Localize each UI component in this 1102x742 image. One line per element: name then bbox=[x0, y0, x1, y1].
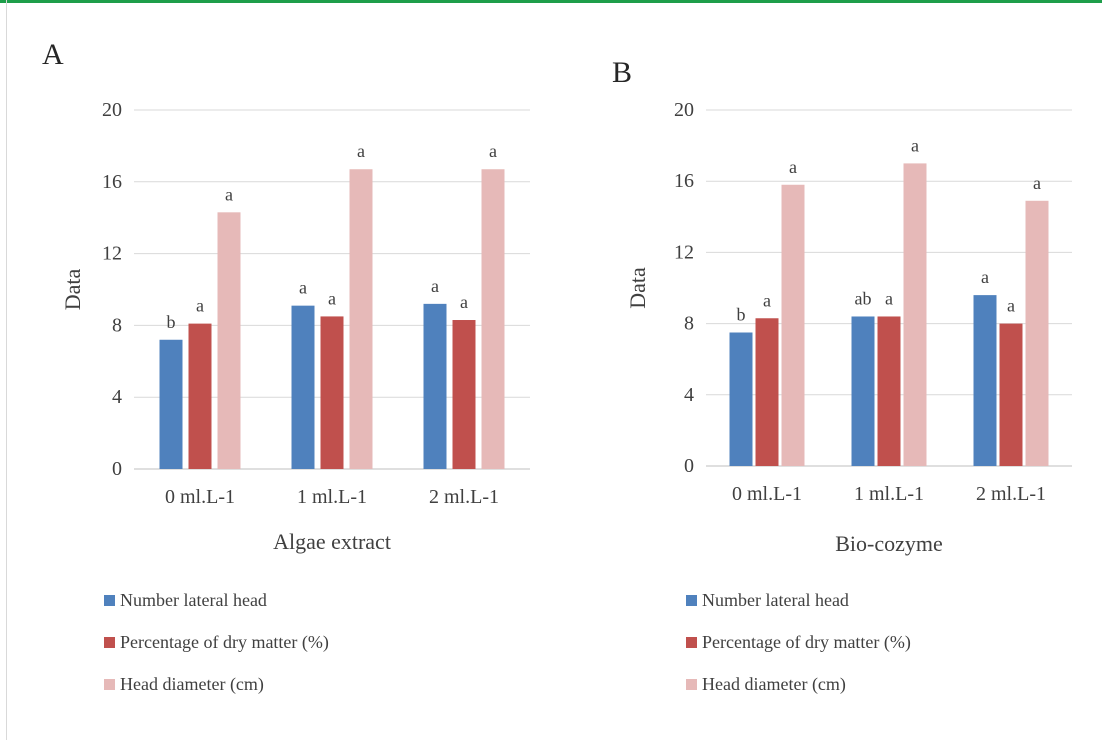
legend-label: Number lateral head bbox=[120, 589, 267, 610]
bar bbox=[481, 169, 505, 470]
legend-swatch-series3 bbox=[104, 678, 115, 690]
legend-label: Head diameter (cm) bbox=[702, 673, 846, 694]
bar bbox=[729, 332, 753, 466]
y-axis-title: Data bbox=[625, 267, 650, 309]
data-label: b bbox=[737, 305, 746, 325]
data-label: a bbox=[299, 278, 307, 298]
bar bbox=[159, 339, 183, 469]
bar bbox=[349, 169, 373, 470]
legend-swatch-series2 bbox=[104, 636, 115, 648]
data-label: b bbox=[167, 312, 176, 332]
data-label: a bbox=[357, 141, 365, 161]
bar bbox=[423, 303, 447, 469]
x-axis-title: Bio-cozyme bbox=[835, 531, 943, 556]
y-tick-label: 20 bbox=[674, 99, 694, 121]
bar bbox=[452, 320, 476, 469]
x-tick-label: 2 ml.L-1 bbox=[976, 483, 1046, 505]
bar bbox=[1025, 200, 1049, 466]
bar bbox=[851, 316, 875, 466]
legend-item-dry-matter: Percentage of dry matter (%) bbox=[104, 632, 329, 652]
y-tick-label: 0 bbox=[684, 455, 694, 477]
data-label: a bbox=[225, 184, 233, 204]
data-label: a bbox=[1007, 296, 1015, 316]
legend-swatch-series1 bbox=[686, 594, 697, 606]
bar bbox=[781, 184, 805, 466]
y-tick-label: 4 bbox=[112, 386, 122, 408]
figure-frame bbox=[6, 0, 1100, 740]
legend-label: Percentage of dry matter (%) bbox=[120, 631, 329, 652]
bar bbox=[999, 323, 1023, 466]
legend-label: Number lateral head bbox=[702, 589, 849, 610]
legend-b: Number lateral head Percentage of dry ma… bbox=[686, 590, 911, 716]
legend-swatch-series1 bbox=[104, 594, 115, 606]
bar bbox=[217, 212, 241, 469]
data-label: a bbox=[763, 290, 771, 310]
legend-item-number-lateral-head: Number lateral head bbox=[686, 590, 911, 610]
y-tick-label: 8 bbox=[684, 313, 694, 335]
bar bbox=[903, 163, 927, 466]
legend-item-number-lateral-head: Number lateral head bbox=[104, 590, 329, 610]
legend-item-head-diameter: Head diameter (cm) bbox=[104, 674, 329, 694]
bar bbox=[291, 305, 315, 469]
data-label: a bbox=[460, 292, 468, 312]
legend-swatch-series2 bbox=[686, 636, 697, 648]
data-label: a bbox=[789, 157, 797, 177]
top-rule bbox=[0, 0, 1102, 3]
bar bbox=[877, 316, 901, 466]
legend-a: Number lateral head Percentage of dry ma… bbox=[104, 590, 329, 716]
data-label: a bbox=[885, 288, 893, 308]
data-label: a bbox=[1033, 173, 1041, 193]
x-tick-label: 2 ml.L-1 bbox=[429, 486, 499, 508]
bar bbox=[973, 295, 997, 466]
y-tick-label: 8 bbox=[112, 314, 122, 336]
bar bbox=[320, 316, 344, 469]
data-label: a bbox=[431, 276, 439, 296]
y-tick-label: 12 bbox=[674, 241, 694, 263]
panel-letter-b: B bbox=[612, 56, 633, 89]
y-tick-label: 12 bbox=[102, 243, 122, 265]
bar bbox=[755, 318, 779, 466]
data-label: a bbox=[981, 267, 989, 287]
legend-label: Percentage of dry matter (%) bbox=[702, 631, 911, 652]
data-label: a bbox=[911, 135, 919, 155]
data-label: a bbox=[489, 141, 497, 161]
y-tick-label: 16 bbox=[674, 170, 694, 192]
bar bbox=[188, 323, 212, 469]
data-label: a bbox=[196, 296, 204, 316]
x-tick-label: 1 ml.L-1 bbox=[854, 483, 924, 505]
y-tick-label: 16 bbox=[102, 171, 122, 193]
legend-swatch-series3 bbox=[686, 678, 697, 690]
x-tick-label: 0 ml.L-1 bbox=[732, 483, 802, 505]
y-tick-label: 4 bbox=[684, 384, 694, 406]
y-tick-label: 20 bbox=[102, 99, 122, 121]
legend-item-dry-matter: Percentage of dry matter (%) bbox=[686, 632, 911, 652]
panel-letter-a: A bbox=[42, 38, 64, 71]
legend-label: Head diameter (cm) bbox=[120, 673, 264, 694]
y-tick-label: 0 bbox=[112, 458, 122, 480]
x-tick-label: 0 ml.L-1 bbox=[165, 486, 235, 508]
legend-item-head-diameter: Head diameter (cm) bbox=[686, 674, 911, 694]
y-axis-title: Data bbox=[60, 269, 85, 311]
x-axis-title: Algae extract bbox=[273, 529, 391, 554]
data-label: ab bbox=[855, 288, 872, 308]
x-tick-label: 1 ml.L-1 bbox=[297, 486, 367, 508]
data-label: a bbox=[328, 288, 336, 308]
